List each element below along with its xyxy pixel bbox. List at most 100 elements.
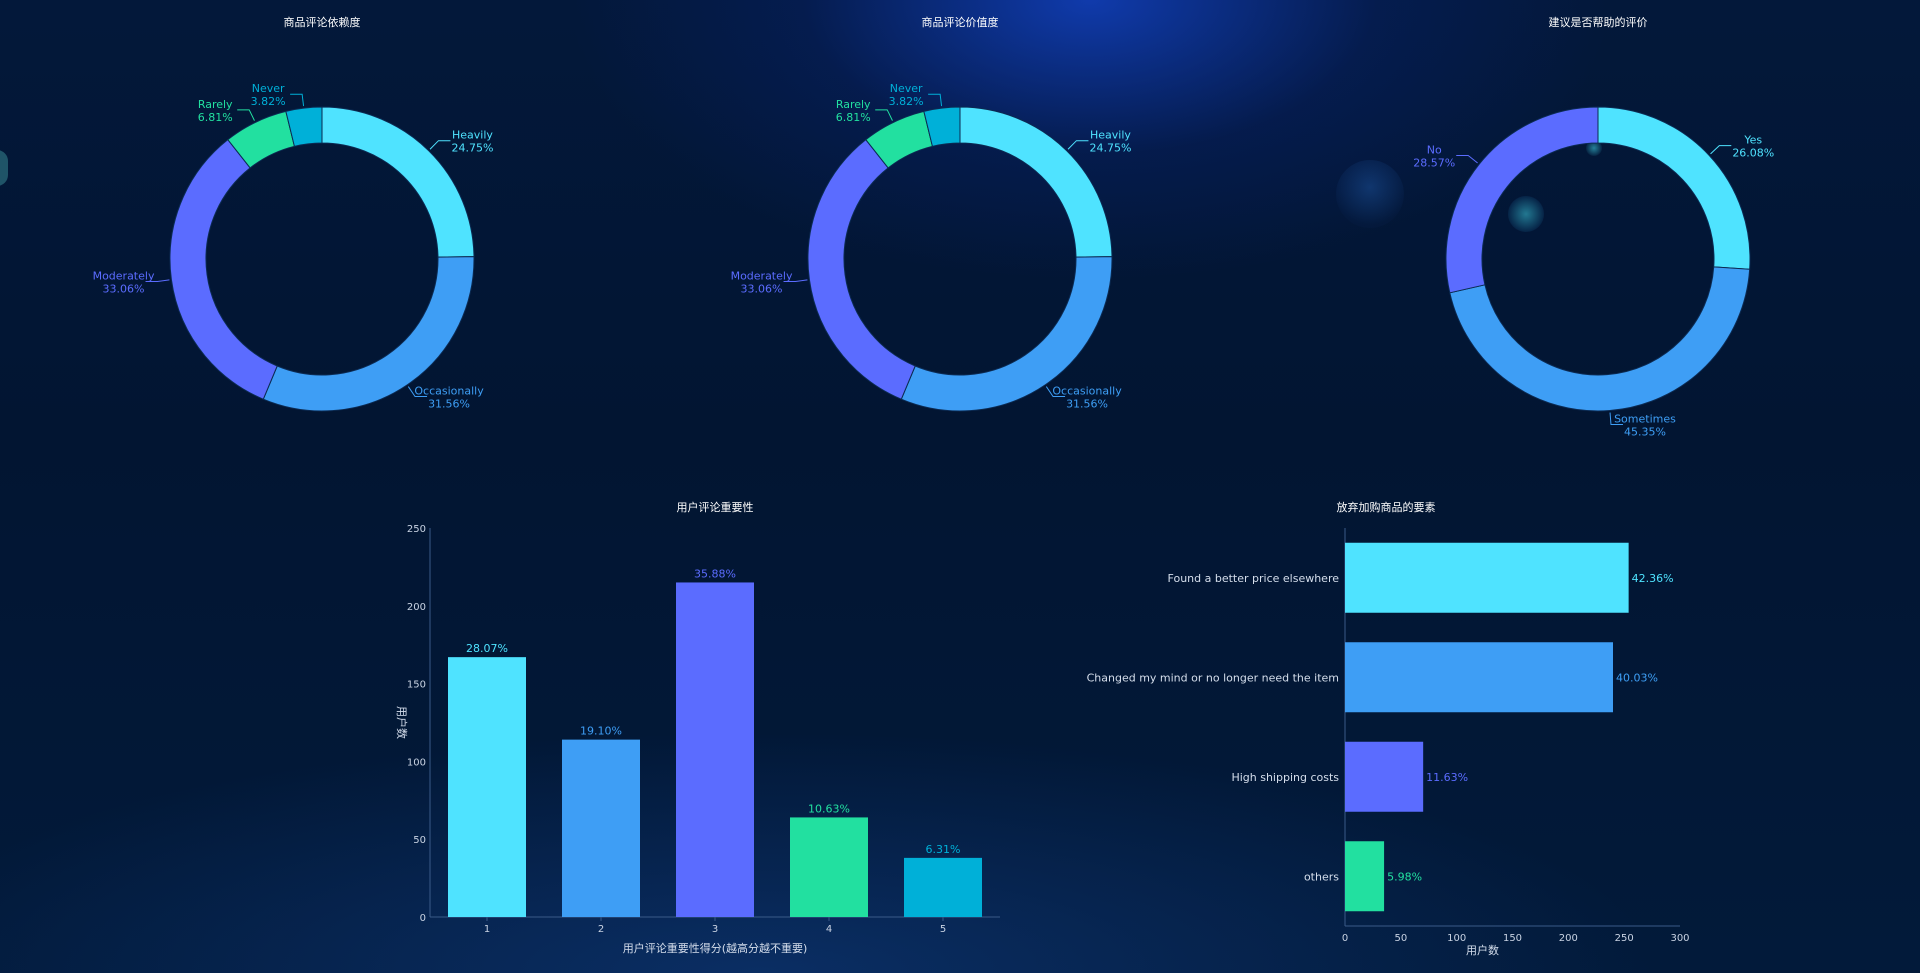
bar	[1345, 841, 1385, 912]
x-tick-label: 3	[712, 924, 718, 935]
x-tick-label: 150	[1503, 933, 1522, 944]
slice-leader-line	[407, 386, 428, 397]
y-tick-label: 150	[407, 680, 426, 691]
x-tick-label: 4	[826, 924, 832, 935]
donut-slice	[285, 106, 323, 147]
x-axis-title: 用户数	[1466, 943, 1499, 957]
bar	[1345, 542, 1629, 613]
slice-label-percent: 33.06%	[103, 282, 145, 295]
bar	[790, 817, 868, 917]
slice-label-percent: 6.81%	[836, 111, 871, 124]
slice-leader-line	[783, 279, 808, 282]
bar-data-label: 5.98%	[1387, 870, 1422, 883]
slice-label-percent: 45.35%	[1624, 425, 1666, 438]
y-tick-label: 0	[420, 913, 426, 924]
slice-leader-line	[145, 279, 170, 282]
slice-label-percent: 3.82%	[251, 95, 286, 108]
x-tick-label: 1	[484, 924, 490, 935]
bar	[1345, 741, 1424, 812]
background-bubble-decoration	[1508, 196, 1544, 232]
y-axis-title: 用户数	[395, 706, 409, 739]
slice-label-name: Moderately	[93, 269, 155, 282]
slice-leader-line	[875, 109, 893, 121]
chart-title: 商品评论价值度	[922, 15, 999, 29]
bar-data-label: 40.03%	[1616, 671, 1658, 684]
slice-label-percent: 24.75%	[1089, 142, 1131, 155]
donut-slice	[807, 138, 916, 400]
slice-label-percent: 28.57%	[1413, 156, 1455, 169]
slice-label-percent: 3.82%	[889, 95, 924, 108]
bar-data-label: 11.63%	[1426, 771, 1468, 784]
x-tick-label: 200	[1559, 933, 1578, 944]
slice-label-name: Never	[252, 82, 285, 95]
background-bubble-decoration	[1586, 140, 1602, 156]
donut-slice	[923, 106, 961, 147]
slice-leader-line	[1710, 145, 1732, 155]
bar-chart-review-importance: 用户评论重要性 0 50 100 150 200 250 28.07% 1 19.10% 2 35.8…	[395, 500, 1000, 955]
x-tick-label: 0	[1342, 933, 1348, 944]
slice-leader-line	[290, 93, 305, 107]
y-category-label: High shipping costs	[1231, 771, 1339, 784]
donut-slice	[1445, 106, 1599, 294]
slice-leader-line	[1609, 412, 1623, 425]
bar-data-label: 19.10%	[580, 725, 622, 738]
bar	[904, 857, 982, 917]
x-tick-label: 250	[1615, 933, 1634, 944]
donut-slice	[169, 138, 278, 400]
slice-leader-line	[1045, 386, 1066, 397]
x-tick-label: 50	[1394, 933, 1407, 944]
slice-label-percent: 6.81%	[198, 111, 233, 124]
slice-label-name: Heavily	[452, 129, 493, 142]
y-tick-label: 50	[413, 835, 426, 846]
edge-handle-decoration	[0, 150, 8, 186]
bar	[1345, 642, 1613, 713]
donut-slice	[1597, 106, 1751, 270]
bar-data-label: 35.88%	[694, 567, 736, 580]
chart-title: 建议是否帮助的评价	[1549, 15, 1648, 29]
slice-label-name: Moderately	[731, 269, 793, 282]
x-tick-label: 5	[940, 924, 946, 935]
slice-leader-line	[928, 93, 943, 107]
y-category-label: Changed my mind or no longer need the it…	[1087, 671, 1339, 684]
slice-label-name: Never	[890, 82, 923, 95]
y-category-label: others	[1304, 870, 1339, 883]
bar-data-label: 28.07%	[466, 642, 508, 655]
x-axis-title: 用户评论重要性得分(越高分越不重要)	[623, 941, 808, 955]
x-tick-label: 100	[1447, 933, 1466, 944]
slice-label-percent: 26.08%	[1732, 147, 1774, 160]
x-tick-label: 300	[1670, 933, 1689, 944]
y-tick-label: 250	[407, 524, 426, 535]
bar	[448, 657, 526, 917]
x-tick-label: 2	[598, 924, 604, 935]
slice-label-percent: 31.56%	[1066, 397, 1108, 410]
donut-slice	[1449, 266, 1751, 412]
y-tick-label: 100	[407, 757, 426, 768]
slice-label-name: Occasionally	[414, 384, 484, 397]
chart-title: 放弃加购商品的要素	[1337, 500, 1436, 514]
slice-label-percent: 31.56%	[428, 397, 470, 410]
slice-label-percent: 33.06%	[741, 282, 783, 295]
background-planet-decoration	[1336, 160, 1404, 228]
slice-label-name: Rarely	[836, 98, 871, 111]
bar-chart-cart-abandonment: 放弃加购商品的要素 0 50 100 150 200 250 300 42.36% Found a…	[1087, 500, 1690, 957]
bar-data-label: 42.36%	[1632, 572, 1674, 585]
bar-data-label: 6.31%	[926, 843, 961, 856]
bar	[562, 739, 640, 917]
slice-leader-line	[1456, 154, 1478, 164]
slice-leader-line	[1067, 140, 1089, 150]
bar	[676, 582, 754, 917]
chart-title: 商品评论依赖度	[284, 15, 361, 29]
y-category-label: Found a better price elsewhere	[1168, 572, 1340, 585]
slice-label-name: Yes	[1743, 134, 1762, 147]
slice-label-name: Rarely	[198, 98, 233, 111]
slice-label-name: Sometimes	[1614, 412, 1676, 425]
slice-label-name: No	[1427, 143, 1442, 156]
bar-data-label: 10.63%	[808, 802, 850, 815]
slice-label-name: Occasionally	[1052, 384, 1122, 397]
slice-leader-line	[237, 109, 255, 121]
y-tick-label: 200	[407, 602, 426, 613]
